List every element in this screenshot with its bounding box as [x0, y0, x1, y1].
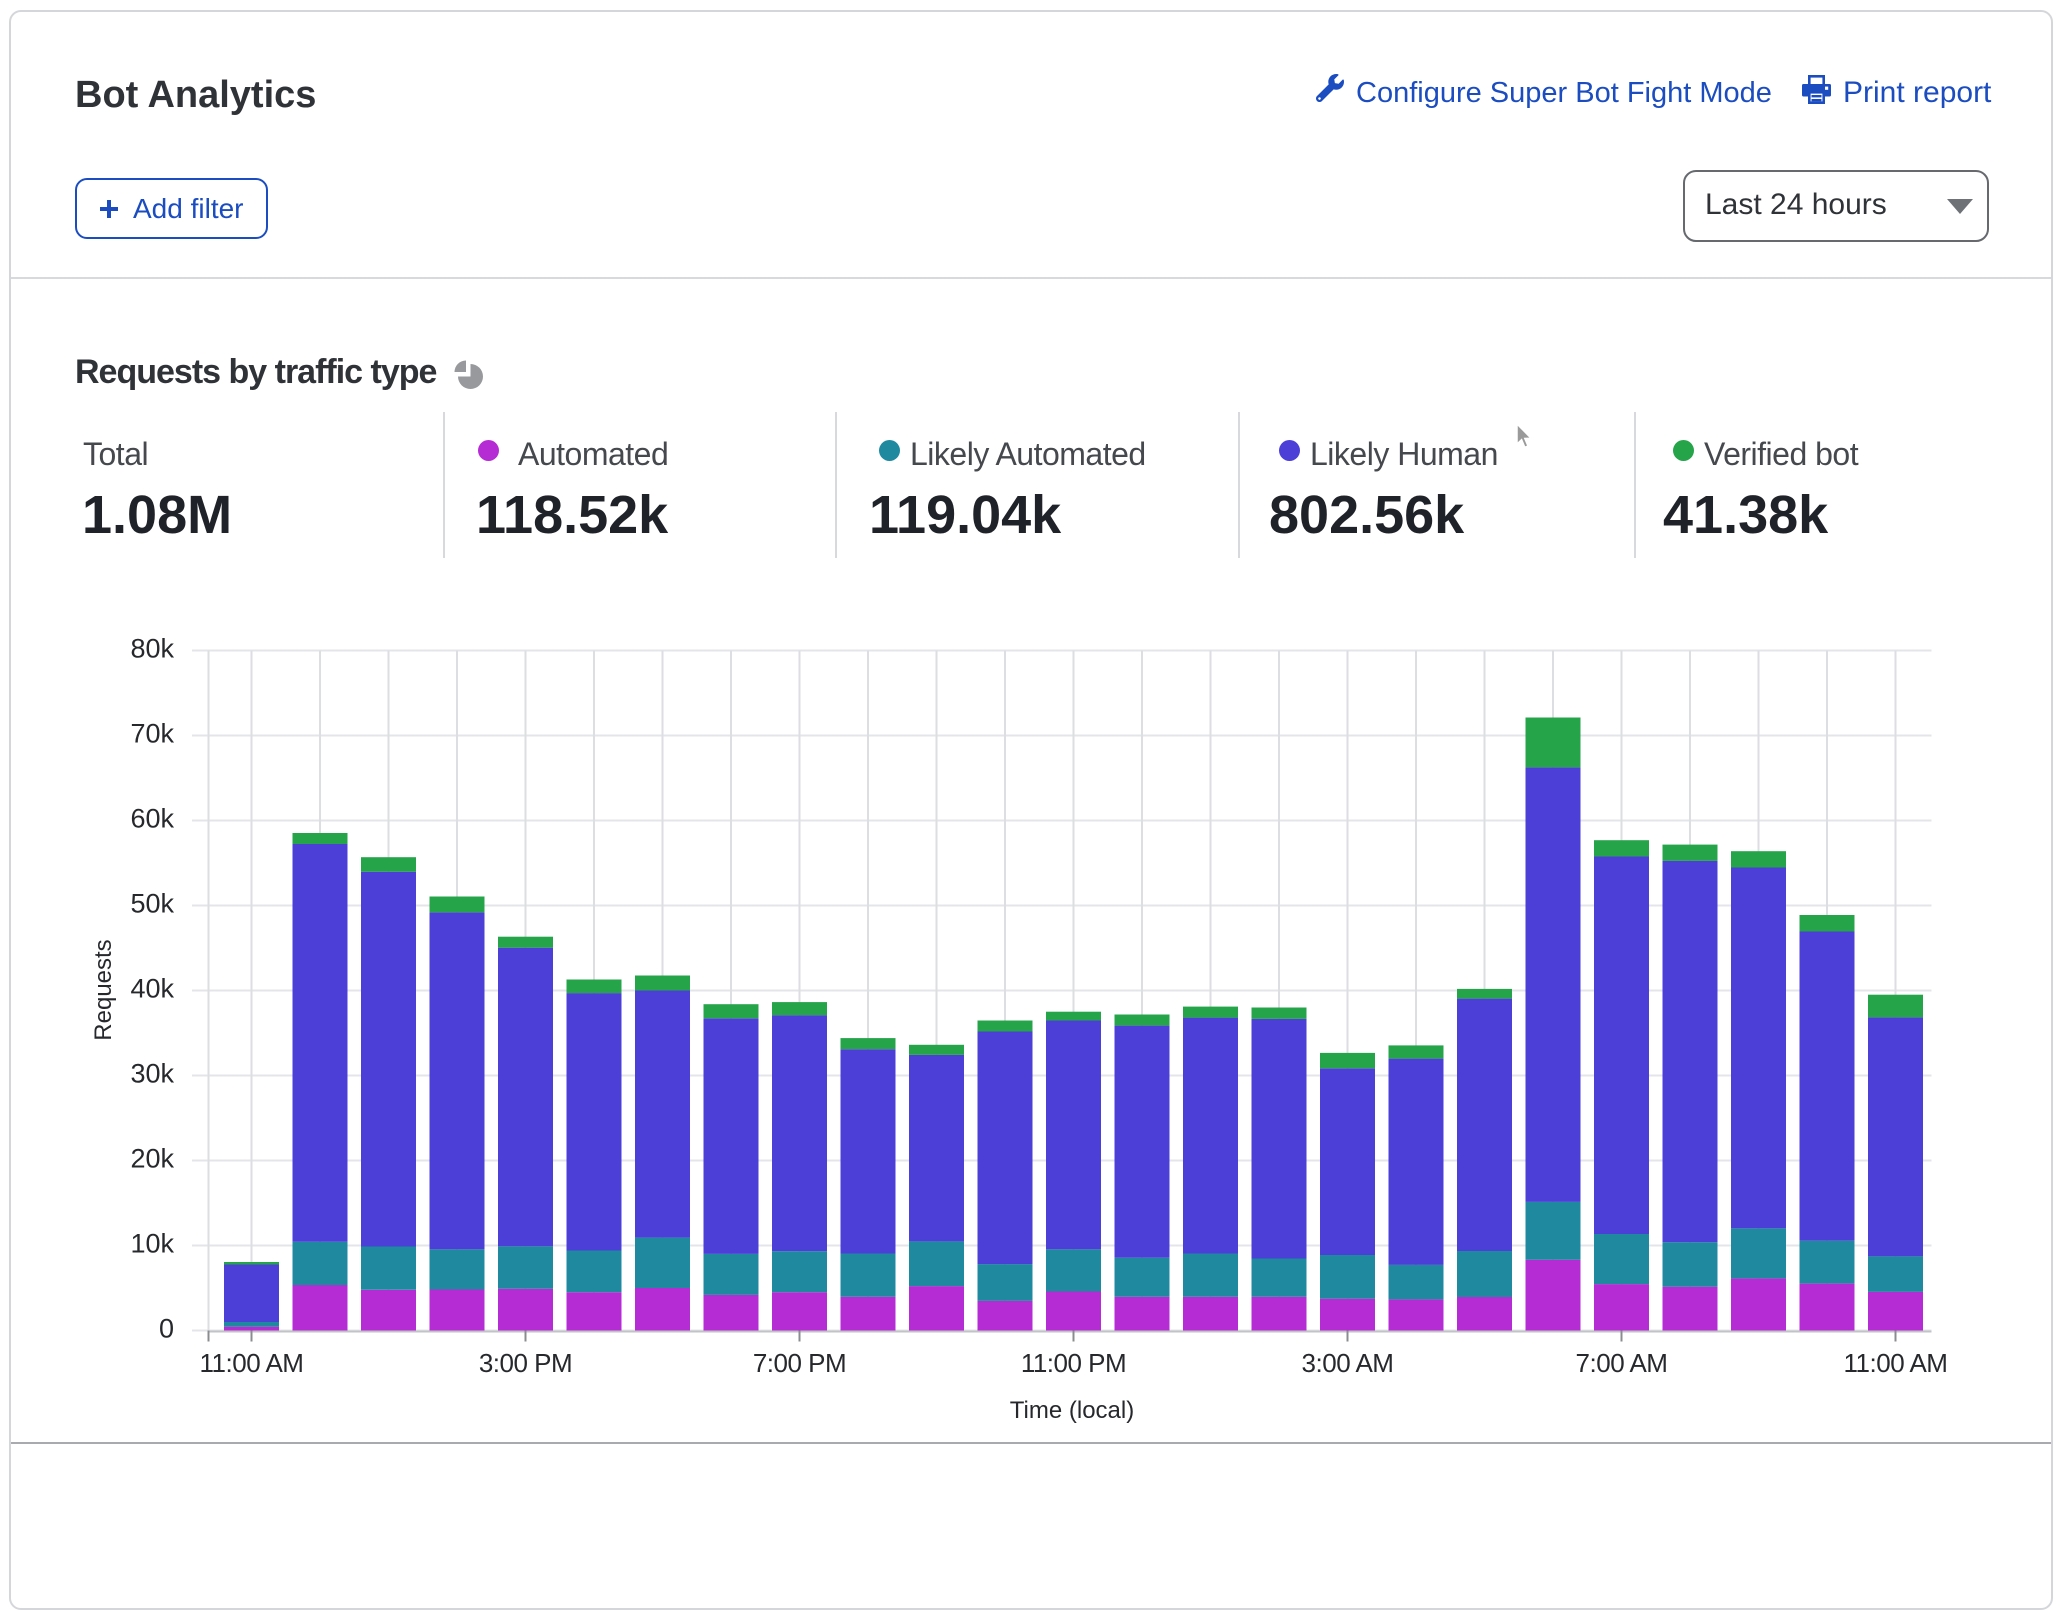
svg-text:11:00 AM: 11:00 AM — [1844, 1348, 1948, 1378]
svg-text:40k: 40k — [130, 974, 174, 1004]
svg-text:10k: 10k — [130, 1229, 174, 1259]
svg-text:7:00 AM: 7:00 AM — [1576, 1348, 1668, 1378]
svg-text:3:00 PM: 3:00 PM — [479, 1348, 572, 1378]
svg-text:30k: 30k — [130, 1059, 174, 1089]
svg-text:60k: 60k — [130, 804, 174, 834]
svg-text:11:00 PM: 11:00 PM — [1021, 1348, 1126, 1378]
svg-text:50k: 50k — [130, 889, 174, 919]
svg-text:3:00 AM: 3:00 AM — [1302, 1348, 1394, 1378]
svg-text:20k: 20k — [130, 1144, 174, 1174]
svg-text:0: 0 — [159, 1314, 174, 1344]
svg-text:Requests: Requests — [90, 939, 117, 1040]
svg-text:80k: 80k — [130, 634, 174, 664]
svg-text:7:00 PM: 7:00 PM — [753, 1348, 846, 1378]
svg-text:Time (local): Time (local) — [1010, 1397, 1134, 1424]
svg-text:70k: 70k — [130, 719, 174, 749]
svg-text:11:00 AM: 11:00 AM — [200, 1348, 304, 1378]
